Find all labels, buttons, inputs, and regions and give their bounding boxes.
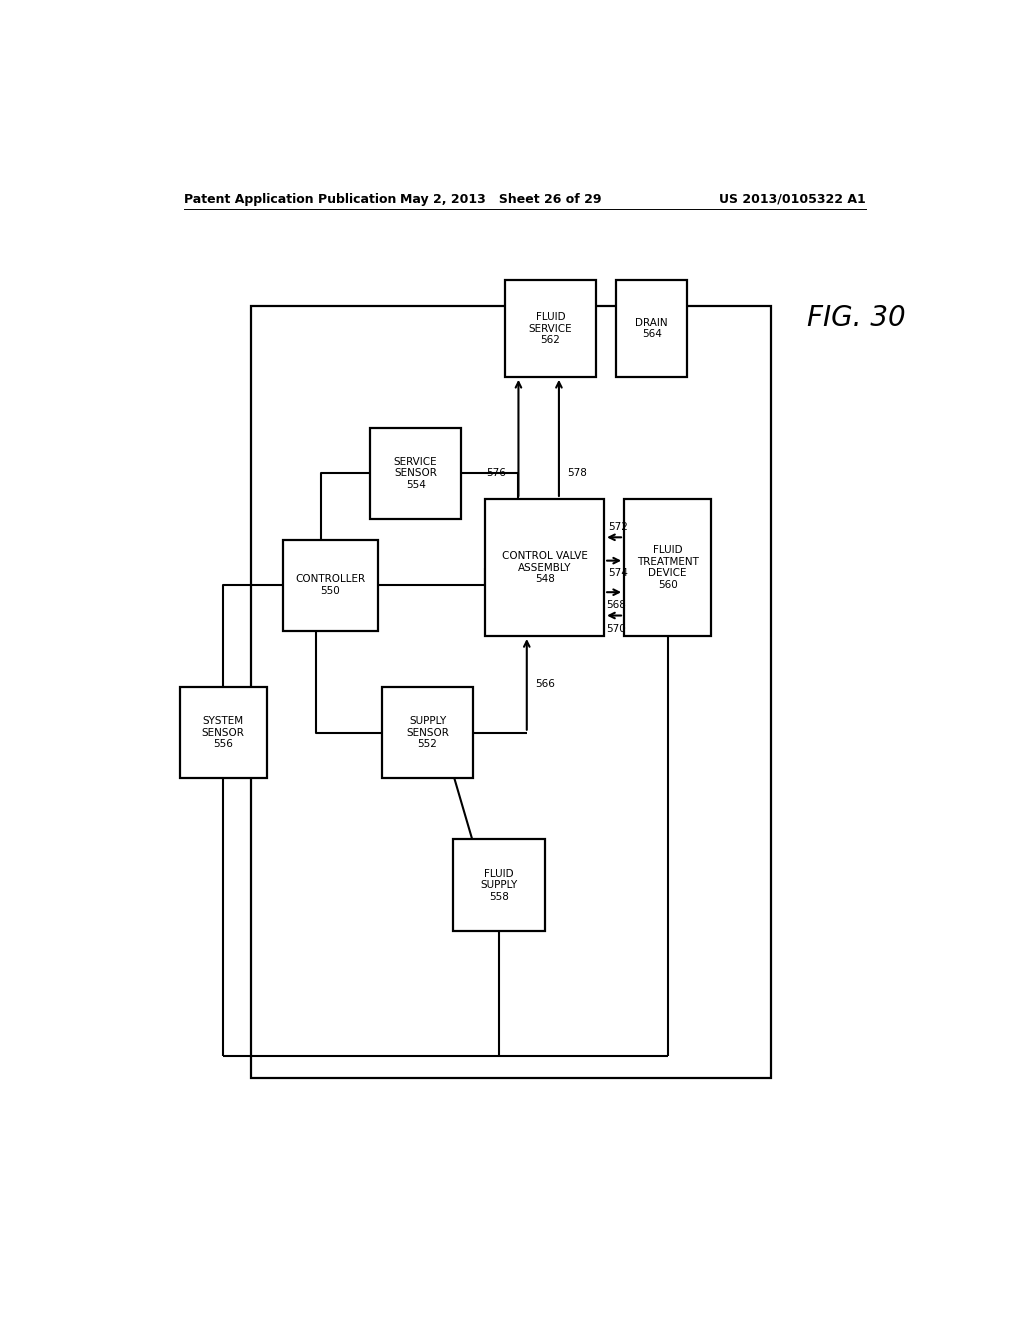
Text: 576: 576 <box>486 469 507 478</box>
Text: Patent Application Publication: Patent Application Publication <box>183 193 396 206</box>
Text: SUPPLY
SENSOR
552: SUPPLY SENSOR 552 <box>407 715 449 750</box>
Bar <box>179 686 267 779</box>
Text: 574: 574 <box>608 568 628 578</box>
Bar <box>505 280 596 378</box>
Text: 566: 566 <box>535 680 555 689</box>
Text: CONTROL VALVE
ASSEMBLY
548: CONTROL VALVE ASSEMBLY 548 <box>502 550 588 585</box>
Text: SERVICE
SENSOR
554: SERVICE SENSOR 554 <box>394 457 437 490</box>
Text: US 2013/0105322 A1: US 2013/0105322 A1 <box>719 193 866 206</box>
Text: 570: 570 <box>606 624 627 634</box>
Bar <box>616 280 687 378</box>
Bar <box>624 499 712 636</box>
Text: 568: 568 <box>606 601 627 610</box>
Bar <box>485 499 604 636</box>
Text: May 2, 2013   Sheet 26 of 29: May 2, 2013 Sheet 26 of 29 <box>400 193 602 206</box>
Bar <box>454 840 545 931</box>
Text: FLUID
SUPPLY
558: FLUID SUPPLY 558 <box>480 869 518 902</box>
Text: FLUID
TREATMENT
DEVICE
560: FLUID TREATMENT DEVICE 560 <box>637 545 698 590</box>
Bar <box>370 428 461 519</box>
Text: SYSTEM
SENSOR
556: SYSTEM SENSOR 556 <box>202 715 245 750</box>
Bar <box>251 306 771 1078</box>
Text: CONTROLLER
550: CONTROLLER 550 <box>295 574 366 597</box>
Text: 572: 572 <box>608 523 628 532</box>
Bar <box>382 686 473 779</box>
Text: 578: 578 <box>567 469 587 478</box>
Text: FIG. 30: FIG. 30 <box>807 305 905 333</box>
Bar <box>283 540 378 631</box>
Text: DRAIN
564: DRAIN 564 <box>636 318 668 339</box>
Text: FLUID
SERVICE
562: FLUID SERVICE 562 <box>528 312 572 346</box>
